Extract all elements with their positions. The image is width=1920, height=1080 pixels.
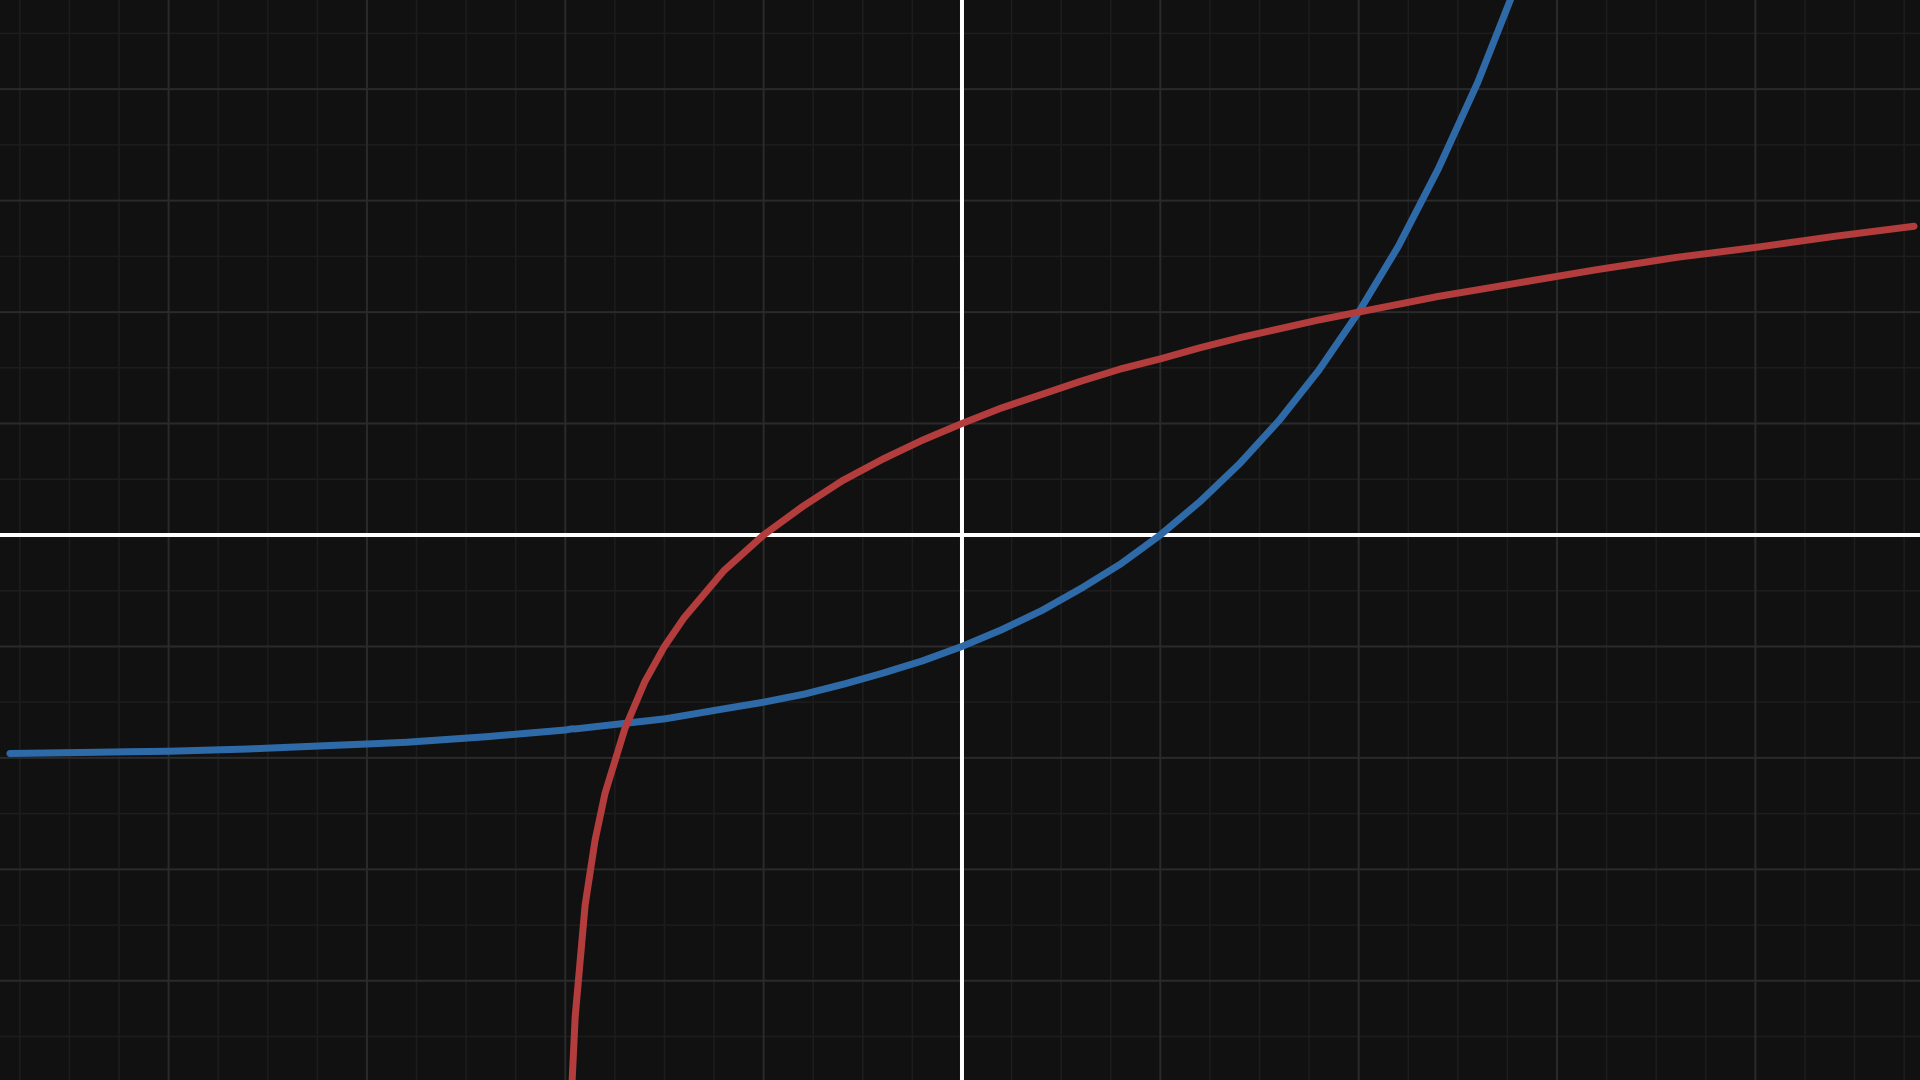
curve — [6, 0, 1515, 757]
curve — [568, 222, 1918, 1080]
